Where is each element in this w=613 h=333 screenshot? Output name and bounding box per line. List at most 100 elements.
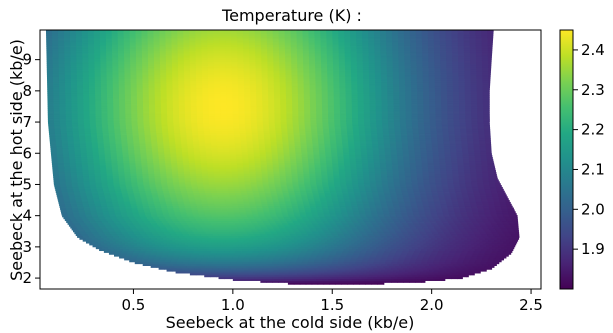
heatmap-cell: [162, 252, 169, 255]
heatmap-cell: [262, 269, 269, 272]
heatmap-cell: [217, 231, 224, 235]
heatmap-cell: [185, 207, 192, 210]
heatmap-cell: [437, 215, 445, 218]
heatmap-cell: [113, 183, 120, 186]
heatmap-cell: [237, 201, 244, 205]
heatmap-cell: [357, 179, 365, 182]
heatmap-cell: [293, 282, 301, 285]
heatmap-cell: [170, 196, 177, 199]
heatmap-cell: [119, 220, 127, 223]
heatmap-cell: [209, 246, 216, 250]
heatmap-cell: [276, 215, 284, 218]
heatmap-cell: [258, 213, 265, 216]
heatmap-cell: [203, 209, 211, 212]
heatmap-cell: [225, 218, 233, 222]
heatmap-cell: [446, 269, 454, 272]
heatmap-cell: [308, 198, 315, 201]
heatmap-cell: [100, 235, 108, 238]
heatmap-cell: [332, 233, 339, 237]
heatmap-cell: [309, 256, 317, 259]
heatmap-cell: [92, 196, 100, 199]
heatmap-cell: [217, 194, 225, 197]
heatmap-cell: [400, 209, 407, 212]
heatmap-cell: [367, 259, 375, 263]
heatmap-cell: [417, 256, 424, 259]
heatmap-cell: [345, 243, 353, 246]
heatmap-cell: [421, 216, 428, 220]
heatmap-cell: [94, 173, 102, 177]
heatmap-cell: [485, 241, 492, 244]
heatmap-cell: [384, 192, 391, 195]
heatmap-cell: [96, 185, 103, 188]
heatmap-cell: [315, 263, 323, 266]
heatmap-cell: [444, 245, 451, 248]
heatmap-cell: [161, 209, 169, 212]
heatmap-cell: [272, 216, 279, 220]
heatmap-cell: [252, 237, 259, 240]
heatmap-cell: [385, 261, 392, 265]
heatmap-cell: [464, 239, 471, 242]
heatmap-cell: [94, 203, 102, 207]
heatmap-cell: [297, 177, 305, 180]
heatmap-cell: [383, 230, 390, 233]
heatmap-cell: [267, 203, 275, 207]
heatmap-cell: [106, 173, 114, 177]
heatmap-cell: [455, 192, 463, 195]
heatmap-cell: [316, 209, 324, 212]
heatmap-cell: [251, 211, 259, 214]
heatmap-cell: [248, 196, 255, 199]
heatmap-cell: [292, 254, 300, 257]
heatmap-cell: [496, 213, 504, 216]
heatmap-cell: [404, 226, 411, 229]
heatmap-cell: [214, 205, 221, 208]
heatmap-cell: [238, 246, 246, 250]
heatmap-cell: [220, 243, 227, 246]
heatmap-cell: [503, 231, 511, 235]
heatmap-cell: [492, 196, 499, 199]
heatmap-cell: [440, 235, 448, 238]
heatmap-cell: [243, 203, 251, 207]
heatmap-cell: [77, 205, 84, 208]
heatmap-cell: [78, 220, 85, 223]
heatmap-cell: [226, 203, 233, 207]
heatmap-cell: [325, 196, 332, 199]
heatmap-cell: [245, 209, 252, 212]
heatmap-cell: [281, 186, 288, 190]
heatmap-cell: [87, 198, 94, 201]
heatmap-cell: [398, 200, 405, 203]
heatmap-cell: [292, 246, 300, 250]
heatmap-cell: [465, 220, 473, 223]
heatmap-cell: [363, 228, 371, 231]
heatmap-cell: [254, 267, 261, 270]
heatmap-cell: [109, 241, 117, 244]
heatmap-cell: [241, 215, 248, 218]
heatmap-cell: [97, 241, 105, 244]
heatmap-cell: [415, 198, 422, 201]
heatmap-cell: [506, 218, 513, 222]
heatmap-cell: [325, 261, 332, 265]
heatmap-cell: [184, 243, 192, 246]
heatmap-cell: [512, 218, 518, 222]
heatmap-cell: [215, 254, 222, 257]
heatmap-cell: [392, 218, 400, 222]
heatmap-cell: [310, 220, 318, 223]
heatmap-cell: [286, 228, 293, 231]
heatmap-cell: [474, 194, 481, 197]
heatmap-cell: [250, 205, 257, 208]
heatmap-cell: [132, 188, 140, 192]
heatmap-cell: [311, 188, 319, 192]
heatmap-cell: [292, 278, 299, 281]
heatmap-cell: [83, 205, 90, 208]
heatmap-cell: [482, 235, 490, 238]
heatmap-cell: [290, 280, 297, 283]
heatmap-cell: [317, 237, 325, 240]
heatmap-cell: [246, 265, 253, 268]
heatmap-cell: [186, 252, 193, 255]
heatmap-cell: [274, 179, 281, 182]
heatmap-cell: [197, 207, 204, 210]
heatmap-cell: [258, 215, 266, 218]
heatmap-cell: [455, 213, 462, 216]
heatmap-cell: [336, 271, 343, 274]
heatmap-cell: [180, 186, 187, 190]
heatmap-cell: [75, 198, 82, 201]
